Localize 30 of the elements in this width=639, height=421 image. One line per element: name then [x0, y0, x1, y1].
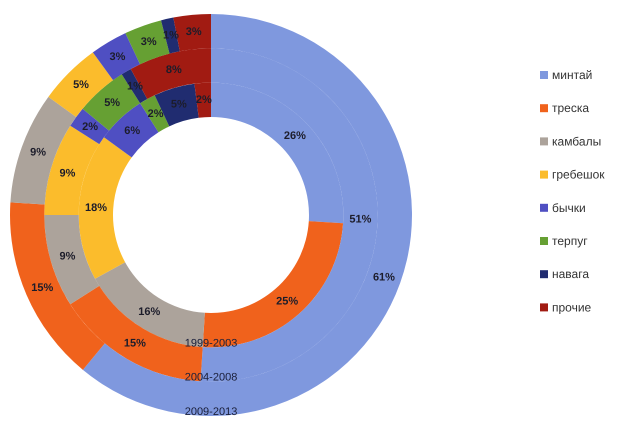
legend-label: бычки [552, 200, 586, 215]
data-label: 2% [82, 121, 98, 134]
data-label: 5% [73, 79, 90, 92]
legend-label: минтай [552, 68, 592, 82]
data-label: 51% [349, 214, 372, 226]
legend-label: прочие [552, 300, 592, 314]
data-label: 5% [104, 96, 120, 109]
data-label: 9% [30, 146, 46, 159]
legend-label: гребешок [552, 168, 606, 182]
slice-label: 2009-2013 [184, 406, 238, 418]
data-label: 9% [59, 250, 76, 263]
data-label: 6% [124, 125, 140, 138]
legend-label: камбалы [552, 134, 602, 148]
data-label: 25% [276, 295, 298, 308]
data-label: 15% [124, 338, 146, 350]
legend-label: треска [552, 101, 590, 116]
data-label: 3% [186, 26, 202, 38]
data-label: 8% [166, 64, 182, 76]
legend-label: навага [552, 267, 590, 282]
data-label: 3% [109, 50, 126, 63]
data-label: 61% [372, 271, 396, 284]
data-label: 9% [59, 167, 76, 180]
data-label: 18% [85, 202, 108, 214]
data-label: 5% [170, 98, 188, 110]
data-label: 26% [284, 130, 306, 142]
data-label: 2% [148, 108, 164, 120]
data-label: 3% [140, 36, 157, 48]
data-label: 16% [138, 306, 161, 318]
data-label: 15% [31, 282, 54, 294]
legend-label: терпуг [552, 234, 588, 248]
